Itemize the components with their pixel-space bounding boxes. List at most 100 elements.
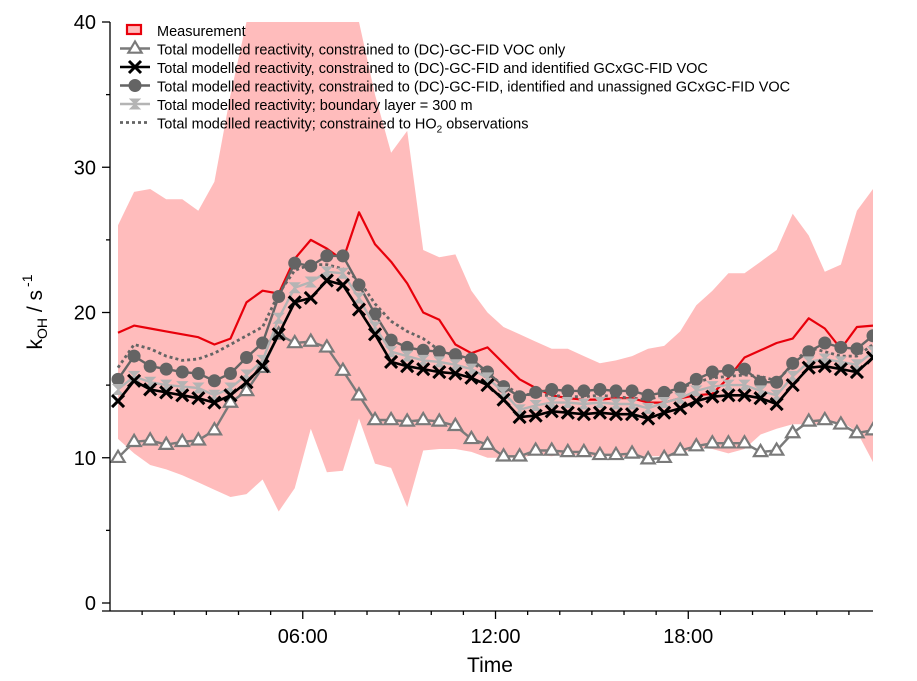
series-2-point xyxy=(753,391,768,406)
series-1-point xyxy=(655,448,673,464)
legend-label: Total modelled reactivity, constrained t… xyxy=(157,43,566,59)
series-1-point xyxy=(462,429,481,445)
series-0 xyxy=(117,211,873,404)
series-2-point xyxy=(287,295,302,310)
series-1-point xyxy=(173,432,191,448)
legend-label: Total modelled reactivity; constrained t… xyxy=(157,117,528,136)
legend-label: Total modelled reactivity, constrained t… xyxy=(157,61,708,77)
series-3-point xyxy=(191,367,205,381)
series-3-point xyxy=(721,364,735,378)
legend-item-5: Total modelled reactivity; constrained t… xyxy=(120,117,528,136)
series-2-point xyxy=(721,388,736,403)
series-2-point xyxy=(480,378,495,393)
series-2-point xyxy=(175,388,190,403)
series-2-point xyxy=(207,395,222,410)
series-2-point xyxy=(110,394,126,409)
series-3-point xyxy=(689,372,703,386)
series-1-point xyxy=(430,412,448,427)
series-2-point xyxy=(223,388,238,403)
series-3-point xyxy=(577,384,591,398)
svg-text:kOH / s-1: kOH / s -1 xyxy=(19,274,50,349)
series-2-point xyxy=(255,359,270,374)
series-3-point xyxy=(159,362,173,376)
legend-label: Total modelled reactivity, constrained t… xyxy=(157,80,790,96)
series-3-point xyxy=(850,342,864,356)
series-3-point xyxy=(207,374,221,388)
series-2-point xyxy=(560,405,575,420)
series-1-point xyxy=(350,386,368,401)
legend-swatch xyxy=(125,23,143,36)
series-2-point xyxy=(689,394,704,409)
series-4 xyxy=(111,266,873,416)
series-2-point xyxy=(384,354,399,369)
series-3-point xyxy=(336,249,350,263)
series-1-point xyxy=(607,445,625,461)
series-2-point xyxy=(785,378,800,393)
series-2-point xyxy=(769,396,784,412)
series-1-point xyxy=(832,415,850,430)
legend-item-1: Total modelled reactivity, constrained t… xyxy=(120,39,566,59)
legend-marker xyxy=(126,39,144,54)
series-1-point xyxy=(591,445,609,461)
series-1-point xyxy=(639,450,657,465)
series-3-point xyxy=(352,278,366,292)
series-3-point xyxy=(272,290,286,304)
series-3-point xyxy=(464,352,478,366)
legend-item-2: Total modelled reactivity, constrained t… xyxy=(120,59,708,77)
series-2-point xyxy=(448,366,463,381)
series-3-point xyxy=(175,365,189,379)
series-3-point xyxy=(304,259,318,273)
series-3 xyxy=(111,249,873,404)
y-tick-label: 20 xyxy=(74,303,96,325)
legend-marker xyxy=(128,98,142,110)
series-1-point xyxy=(382,410,400,426)
x-axis-title: Time xyxy=(467,654,513,677)
series-1-point xyxy=(366,410,384,426)
series-1-point xyxy=(671,441,689,456)
y-tick-label: 0 xyxy=(85,593,96,615)
series-2-point xyxy=(464,370,479,385)
series-2-point xyxy=(624,407,640,422)
series-1-point xyxy=(784,423,802,439)
series-2-point xyxy=(705,389,720,404)
series-2-point xyxy=(191,391,206,406)
series-1-point xyxy=(125,432,143,448)
y-tick-label: 10 xyxy=(74,448,96,470)
series-1-point xyxy=(687,436,705,452)
series-2-point xyxy=(496,392,511,407)
series-3-point xyxy=(802,345,816,359)
series-2-point xyxy=(641,411,656,426)
series-4-point xyxy=(160,379,173,391)
series-4-point xyxy=(304,276,317,288)
series-2-point xyxy=(159,385,174,400)
legend-label: Total modelled reactivity; boundary laye… xyxy=(157,98,473,114)
series-3-point xyxy=(786,356,800,370)
series-3-point xyxy=(866,329,873,343)
series-3-point xyxy=(223,367,237,381)
series-4-point xyxy=(224,382,237,394)
series-2-point xyxy=(592,405,607,420)
series-3-point xyxy=(111,372,125,386)
series-2-point xyxy=(271,327,286,342)
series-2-point xyxy=(351,302,367,317)
x-tick-label: 18:00 xyxy=(663,626,713,648)
series-2-point xyxy=(817,359,832,374)
series-2-point xyxy=(528,408,543,423)
series-3-point xyxy=(320,249,334,263)
series-2-point xyxy=(576,407,591,422)
series-1-point xyxy=(848,423,866,439)
series-2-point xyxy=(335,277,350,292)
series-2-point xyxy=(432,364,447,380)
series-3-point xyxy=(737,362,751,376)
legend-item-3: Total modelled reactivity, constrained t… xyxy=(120,79,790,96)
series-2-point xyxy=(608,407,624,422)
series-1-point xyxy=(527,441,545,456)
legend-item-0: Measurement xyxy=(125,23,246,40)
series-1-point xyxy=(205,420,223,436)
series-1-point xyxy=(141,431,159,446)
series-2-point xyxy=(512,410,527,425)
series-1-point xyxy=(511,447,529,462)
series-1-point xyxy=(110,448,127,464)
series-2-point xyxy=(367,327,383,342)
